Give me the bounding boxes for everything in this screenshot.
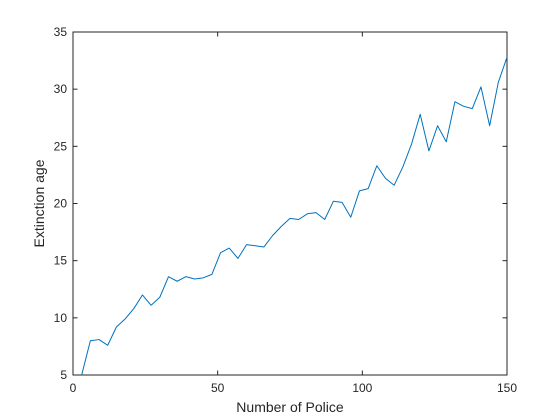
y-tick-label: 30 (54, 82, 68, 96)
plot-area (72, 31, 508, 376)
x-tick-label: 150 (497, 381, 517, 395)
x-axis-label: Number of Police (236, 399, 344, 415)
x-tick-label: 0 (70, 381, 77, 395)
y-tick-label: 25 (54, 139, 68, 153)
x-tick-label: 50 (211, 381, 225, 395)
series-line (81, 56, 508, 376)
y-tick-label: 5 (60, 368, 67, 382)
x-tick-label: 100 (352, 381, 372, 395)
series-layer (81, 56, 508, 376)
ticks-layer: 0 50 100 150 5 10 15 20 25 30 35 (54, 25, 518, 395)
y-axis-label: Extinction age (31, 159, 47, 247)
y-tick-label: 35 (54, 25, 68, 39)
y-tick-label: 10 (54, 311, 68, 325)
y-tick-label: 20 (54, 197, 68, 211)
y-tick-label: 15 (54, 254, 68, 268)
